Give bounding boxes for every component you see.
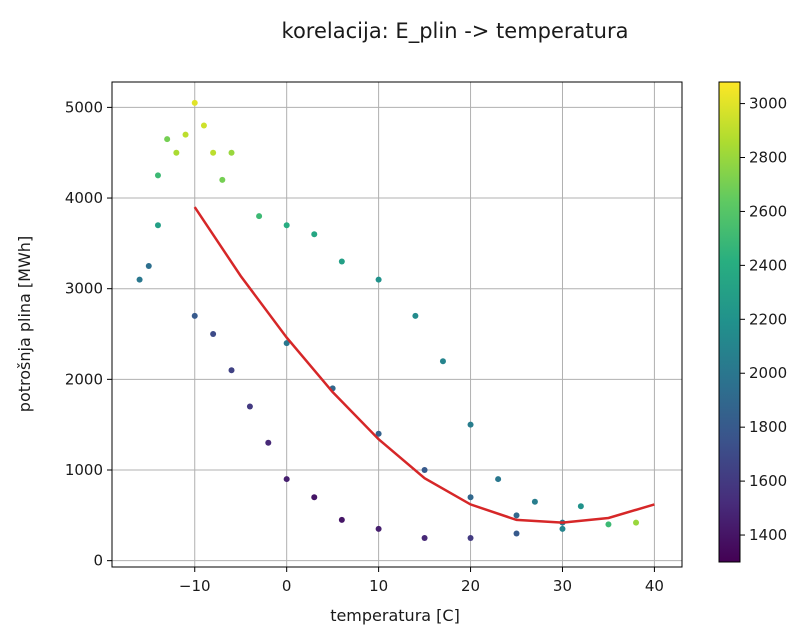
scatter-point bbox=[531, 498, 538, 505]
x-tick-label: 0 bbox=[282, 577, 292, 595]
scatter-point bbox=[265, 439, 272, 446]
colorbar-tick-label: 1800 bbox=[749, 418, 787, 436]
scatter-point bbox=[421, 534, 428, 541]
scatter-point bbox=[191, 99, 198, 106]
scatter-point bbox=[467, 421, 474, 428]
scatter-point bbox=[633, 519, 640, 526]
scatter-point bbox=[338, 516, 345, 523]
colorbar bbox=[718, 81, 741, 563]
scatter-point bbox=[375, 525, 382, 532]
scatter-point bbox=[559, 525, 566, 532]
scatter-point bbox=[154, 222, 161, 229]
scatter-point bbox=[577, 503, 584, 510]
colorbar-tick-label: 1400 bbox=[749, 526, 787, 544]
scatter-point bbox=[182, 131, 189, 138]
x-tick-label: −10 bbox=[179, 577, 211, 595]
scatter-point bbox=[283, 340, 290, 347]
scatter-point bbox=[164, 136, 171, 143]
scatter-point bbox=[412, 312, 419, 319]
scatter-point bbox=[467, 494, 474, 501]
colorbar-tick-label: 2000 bbox=[749, 364, 787, 382]
colorbar-tick-label: 1600 bbox=[749, 472, 787, 490]
y-tick-label: 1000 bbox=[65, 461, 103, 479]
scatter-point bbox=[375, 430, 382, 437]
scatter-point bbox=[513, 530, 520, 537]
fit-curve-line bbox=[193, 206, 655, 524]
scatter-point bbox=[605, 521, 612, 528]
scatter-point bbox=[467, 534, 474, 541]
scatter-point bbox=[421, 467, 428, 473]
scatter-point bbox=[210, 331, 217, 338]
y-axis-label: potrošnja plina [MWh] bbox=[15, 236, 34, 412]
scatter-point bbox=[311, 494, 318, 501]
x-tick-label: 10 bbox=[369, 577, 388, 595]
x-tick-label: 30 bbox=[553, 577, 572, 595]
scatter-point bbox=[375, 276, 382, 283]
colorbar-tick-label: 3000 bbox=[749, 95, 787, 113]
colorbar-tick-label: 2200 bbox=[749, 310, 787, 328]
scatter-point bbox=[338, 258, 345, 265]
colorbar-tick-label: 2400 bbox=[749, 256, 787, 274]
y-tick-label: 3000 bbox=[65, 280, 103, 298]
scatter-point bbox=[439, 358, 446, 365]
scatter-point bbox=[283, 222, 290, 229]
y-tick-label: 4000 bbox=[65, 189, 103, 207]
x-tick-label: 40 bbox=[645, 577, 664, 595]
scatter-point bbox=[513, 512, 520, 519]
scatter-point bbox=[495, 476, 502, 483]
scatter-point bbox=[136, 276, 143, 283]
scatter-point bbox=[173, 149, 180, 156]
scatter-point bbox=[219, 176, 226, 183]
chart-title: korelacija: E_plin -> temperatura bbox=[282, 19, 629, 44]
plot-frame bbox=[111, 81, 683, 568]
y-tick-label: 2000 bbox=[65, 370, 103, 388]
scatter-point bbox=[145, 263, 152, 270]
scatter-point bbox=[283, 476, 290, 483]
scatter-point bbox=[210, 149, 217, 156]
colorbar-tick-label: 2600 bbox=[749, 202, 787, 220]
scatter-point bbox=[191, 312, 198, 319]
scatter-point bbox=[154, 172, 161, 179]
scatter-point bbox=[256, 213, 263, 220]
scatter-point bbox=[311, 231, 318, 238]
y-tick-label: 5000 bbox=[65, 98, 103, 116]
y-tick-label: 0 bbox=[93, 552, 103, 570]
scatter-point bbox=[200, 122, 207, 129]
scatter-point bbox=[246, 403, 253, 410]
x-tick-label: 20 bbox=[461, 577, 480, 595]
scatter-point bbox=[228, 367, 235, 374]
scatter-point bbox=[228, 149, 235, 156]
colorbar-tick-label: 2800 bbox=[749, 149, 787, 167]
x-axis-label: temperatura [C] bbox=[330, 606, 460, 625]
